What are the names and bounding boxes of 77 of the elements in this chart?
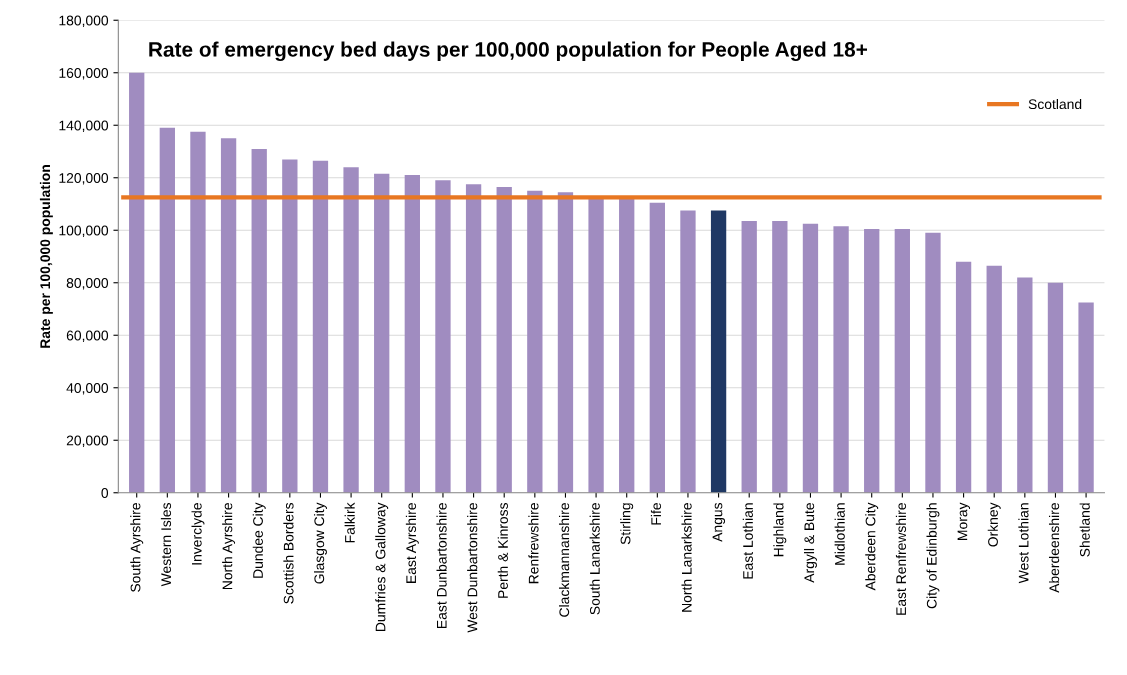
bar [129,72,145,493]
x-tick-label: North Lanarkshire [681,503,692,612]
bar [894,228,910,493]
bar [220,138,237,493]
x-tick-label: City of Edinburgh [926,503,940,609]
bar [435,180,451,493]
x-tick-label: Falkirk [344,502,355,543]
y-tick-label: 140,000 [59,120,109,133]
legend-label: Scotland [1028,98,1082,110]
bar [925,232,941,493]
y-tick-label: 0 [101,488,109,498]
y-tick-label: 180,000 [59,15,109,28]
y-tick-label: 80,000 [66,278,109,290]
bar [1078,302,1094,493]
bar [465,184,482,493]
bar [496,186,512,493]
x-tick-label: Argyll & Bute [803,503,817,583]
x-tick-label: North Ayrshire [222,503,236,590]
y-axis-title: Rate per 100,000 population [39,165,53,348]
x-tick-label: Moray [957,502,971,540]
x-tick-label: Midlothian [834,503,845,565]
bar [772,221,788,493]
bar [649,202,665,493]
bar [955,261,972,493]
bar [986,265,1002,493]
x-tick-label: Stirling [620,503,634,545]
x-tick-label: Aberdeenshire [1048,503,1060,593]
x-tick-label: South Lanarkshire [589,503,600,615]
bar [159,127,175,493]
bar [557,192,574,493]
x-tick-label: Inverclyde [191,503,205,565]
x-tick-label: East Ayrshire [405,503,419,583]
y-tick-label: 120,000 [59,173,109,185]
y-tick-label: 100,000 [59,225,109,238]
bar [833,226,849,493]
x-tick-label: South Ayrshire [130,503,144,592]
bar [190,131,206,493]
bar [588,198,604,493]
x-tick-label: East Lothian [742,503,753,579]
bar [527,190,543,493]
x-tick-label: Clackmannanshire [558,503,570,617]
x-tick-label: East Renfrewshire [895,503,907,615]
x-tick-label: Fife [650,503,662,525]
x-tick-label: West Dunbartonshire [467,503,478,633]
bar [374,173,390,493]
bar [741,221,757,493]
x-tick-label: Renfrewshire [528,503,539,584]
x-tick-label: Glasgow City [313,502,327,584]
x-tick-label: Angus [712,502,726,542]
x-tick-label: Western Isles [160,502,172,587]
x-tick-label: Perth & Kinross [497,502,508,598]
bar [1017,277,1033,493]
x-tick-label: Scottish Borders [283,502,294,604]
y-tick-label: 160,000 [59,68,109,80]
bar [864,228,880,493]
y-tick-label: 40,000 [66,383,109,395]
x-tick-label: Aberdeen City [865,502,879,591]
bar [251,148,267,493]
x-tick-label: West Lothian [1018,503,1029,584]
x-tick-label: Dundee City [252,502,266,578]
bar [680,210,696,493]
y-tick-label: 60,000 [66,330,109,343]
text: Rate of emergency bed days per 100,000 population for People Aged 18+ [149,41,868,62]
bar [710,210,727,493]
x-tick-label: Shetland [1079,503,1090,557]
x-tick-label: East Dunbartonshire [436,503,447,628]
bar [282,159,298,493]
y-tick-label: 20,000 [66,435,109,448]
bar [343,167,359,493]
bar [312,160,329,493]
bar [619,197,635,493]
bar [1047,282,1064,493]
x-tick-label: Dumfries & Galloway [375,502,389,631]
x-tick-label: Highland [773,503,787,557]
bar [404,175,420,493]
x-tick-label: Orkney [987,502,1001,547]
bar [802,223,819,493]
